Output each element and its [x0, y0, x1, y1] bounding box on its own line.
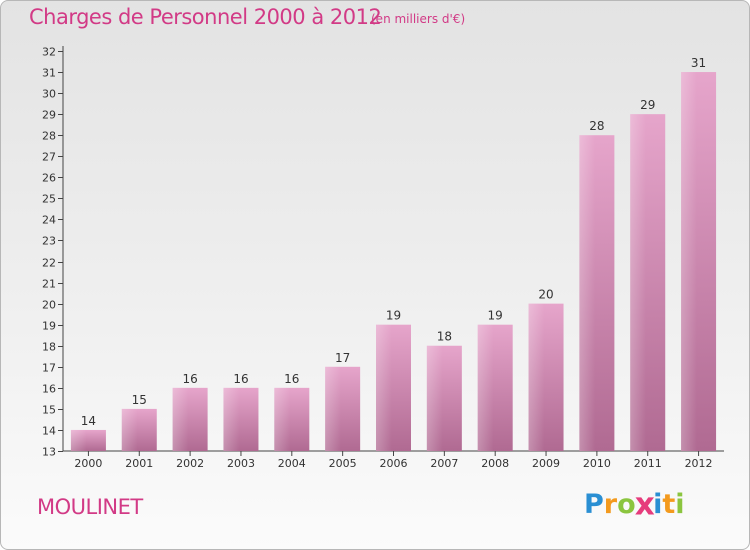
bar-highlight — [325, 366, 341, 451]
x-tick-label: 2008 — [481, 457, 509, 470]
data-label: 29 — [640, 98, 655, 112]
x-tick-label: 2001 — [125, 457, 153, 470]
bar-highlight — [376, 324, 392, 451]
y-tick-label: 24 — [42, 214, 56, 227]
y-tick-label: 19 — [42, 320, 56, 333]
y-tick-label: 23 — [42, 235, 56, 248]
x-tick-label: 2003 — [227, 457, 255, 470]
y-tick-label: 16 — [42, 383, 56, 396]
commune-name: MOULINET — [37, 495, 143, 519]
bar-highlight — [528, 303, 545, 451]
data-label: 17 — [335, 351, 350, 365]
proxiti-logo: Proxiti — [584, 486, 685, 523]
bar-highlight — [172, 387, 189, 451]
y-tick-label: 30 — [42, 88, 56, 101]
x-tick-label: 2007 — [430, 457, 458, 470]
bar-highlight — [121, 408, 138, 451]
x-tick-label: 2004 — [278, 457, 306, 470]
x-tick-label: 2005 — [329, 457, 357, 470]
data-label: 31 — [691, 56, 706, 70]
x-tick-label: 2009 — [532, 457, 560, 470]
x-tick-label: 2010 — [583, 457, 611, 470]
y-tick-label: 29 — [42, 109, 56, 122]
logo-letter: P — [584, 489, 604, 520]
y-tick-label: 13 — [42, 446, 56, 459]
bar-highlight — [681, 72, 697, 451]
y-tick-label: 20 — [42, 299, 56, 312]
data-label: 14 — [81, 414, 96, 428]
y-tick-label: 26 — [42, 172, 56, 185]
logo-letter: i — [675, 489, 685, 520]
data-label: 19 — [386, 309, 401, 323]
bar-highlight — [223, 387, 240, 451]
logo-letter: r — [603, 489, 618, 520]
chart-subtitle: (en milliers d'€) — [371, 12, 466, 26]
x-tick-label: 2000 — [74, 457, 102, 470]
y-tick-label: 25 — [42, 193, 56, 206]
logo-letter: t — [662, 489, 676, 520]
x-tick-label: 2012 — [685, 457, 713, 470]
x-tick-label: 2006 — [380, 457, 408, 470]
data-label: 18 — [437, 330, 452, 344]
y-tick-label: 17 — [42, 362, 56, 375]
y-tick-label: 28 — [42, 130, 56, 143]
bar-highlight — [426, 345, 443, 451]
x-tick-label: 2011 — [634, 457, 662, 470]
y-tick-label: 14 — [42, 425, 56, 438]
data-label: 16 — [284, 372, 299, 386]
y-tick-label: 21 — [42, 278, 56, 291]
logo-letter: i — [653, 489, 663, 520]
x-tick-label: 2002 — [176, 457, 204, 470]
data-label: 28 — [589, 119, 604, 133]
y-tick-label: 22 — [42, 257, 56, 270]
chart-title: Charges de Personnel 2000 à 2012 — [29, 5, 382, 29]
bar-highlight — [579, 135, 596, 452]
logo-letter: x — [634, 486, 655, 523]
data-label: 16 — [182, 372, 197, 386]
data-label: 15 — [132, 393, 147, 407]
data-label: 20 — [538, 288, 553, 302]
data-label: 16 — [233, 372, 248, 386]
y-tick-label: 32 — [42, 46, 56, 59]
y-tick-label: 15 — [42, 404, 56, 417]
logo-letter: o — [617, 489, 636, 520]
bar-highlight — [630, 114, 646, 451]
bar-highlight — [477, 324, 494, 451]
data-label: 19 — [488, 309, 503, 323]
y-tick-label: 18 — [42, 341, 56, 354]
y-tick-label: 27 — [42, 151, 56, 164]
bar-highlight — [70, 429, 87, 451]
bar-highlight — [274, 387, 291, 451]
y-tick-label: 31 — [42, 67, 56, 80]
